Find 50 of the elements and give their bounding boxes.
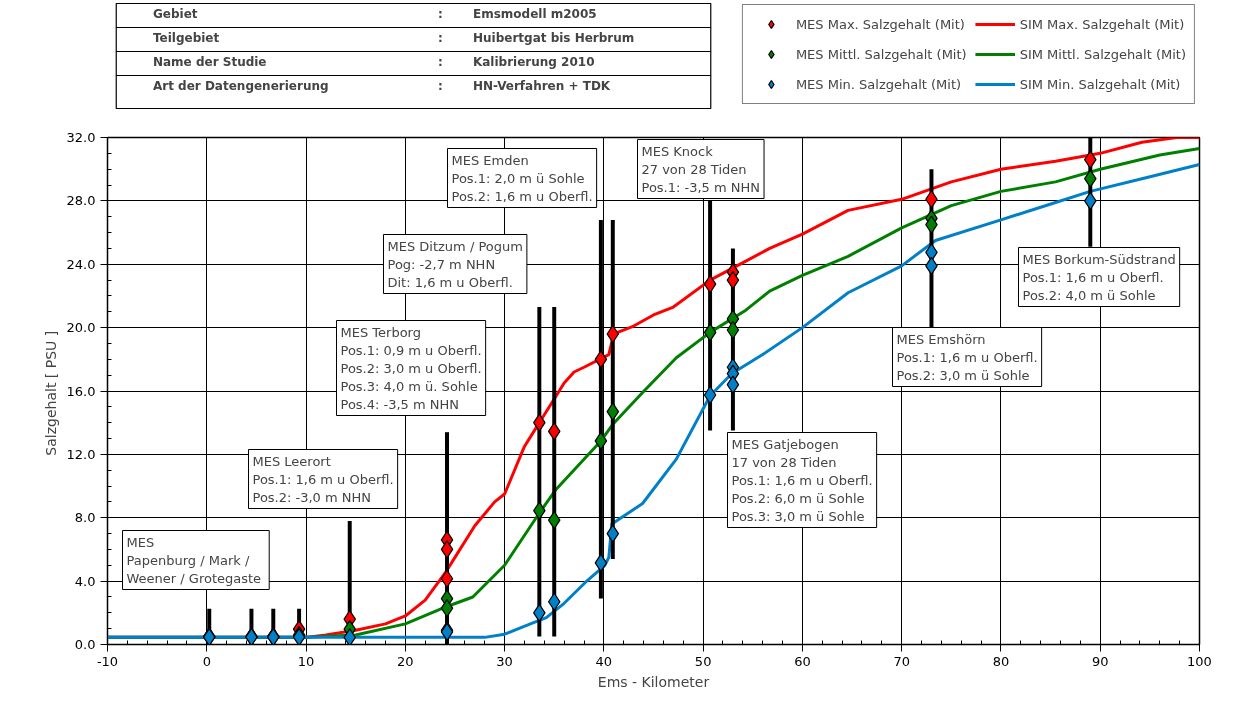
text: :	[437, 54, 443, 69]
x-tick-label: 60	[794, 653, 811, 669]
y-tick-label: 4.0	[74, 573, 96, 589]
text: :	[437, 6, 443, 21]
annotation: MES Knock 27 von 28 Tiden Pos.1: -3,5 m NHN	[641, 143, 761, 195]
legend-label: SIM Min. Salzgehalt (Mit)	[1019, 75, 1181, 94]
x-tick-label: 20	[397, 653, 414, 669]
y-axis-title: Salzgehalt [ PSU ]	[42, 330, 59, 456]
y-tick-label: 16.0	[66, 383, 96, 399]
y-tick-label: 12.0	[66, 446, 96, 462]
text: Teilgebiet	[152, 30, 220, 45]
annotation: MES Leerort Pos.1: 1,6 m u Oberfl. Pos.2: -3,0 m NHN	[252, 453, 394, 505]
text: :	[437, 30, 443, 45]
legend-label: MES Min. Salzgehalt (Mit)	[795, 75, 962, 94]
x-tick-label: 90	[1091, 653, 1109, 669]
x-tick-label: 80	[992, 653, 1010, 669]
y-tick-label: 24.0	[66, 256, 96, 272]
x-tick-label: 70	[893, 653, 910, 669]
legend-label: SIM Max. Salzgehalt (Mit)	[1019, 15, 1185, 34]
text: Huibertgat bis Herbrum	[472, 30, 635, 45]
x-tick-label: 10	[297, 653, 315, 669]
x-tick-label: 0	[202, 653, 211, 669]
y-tick-label: 20.0	[66, 320, 96, 336]
text: Name der Studie	[152, 54, 267, 69]
y-tick-label: 8.0	[74, 510, 96, 526]
y-tick-label: 0.0	[74, 637, 96, 652]
text: Art der Datengenerierung	[152, 78, 329, 93]
y-tick-label: 28.0	[66, 193, 96, 209]
annotation: MES Emshörn Pos.1: 1,6 m u Oberfl. Pos.2: 3,0 m ü Sohle	[896, 331, 1038, 383]
annotation: MES Borkum-Südstrand Pos.1: 1,6 m u Oberfl. Pos.2: 4,0 m ü Sohle	[1022, 251, 1176, 303]
x-tick-label: -10	[96, 653, 119, 669]
legend-label: MES Max. Salzgehalt (Mit)	[795, 15, 965, 34]
annotation: MES Emden Pos.1: 2,0 m ü Sohle Pos.2: 1,6 m u Oberfl.	[451, 152, 593, 204]
text: Gebiet	[152, 6, 198, 21]
x-axis-title: Ems - Kilometer	[597, 673, 710, 690]
x-tick-label: 50	[694, 653, 712, 669]
text: HN-Verfahren + TDK	[472, 78, 611, 93]
annotation: MES Ditzum / Pogum Pog: -2,7 m NHN Dit: 1,6 m u Oberfl.	[387, 238, 523, 290]
x-tick-label: 30	[496, 653, 513, 669]
annotation: MES Papenburg / Mark / Weener / Grotegaste	[126, 534, 262, 586]
y-tick-label: 32.0	[66, 130, 96, 145]
annotation: MES Gatjebogen 17 von 28 Tiden Pos.1: 1,6 m u Oberfl. Pos.2: 6,0 m ü Sohle Pos.3: 3,0 m ü Sohle	[731, 436, 873, 524]
x-tick-label: 40	[595, 653, 613, 669]
x-tick-label: 100	[1187, 653, 1212, 669]
annotation: MES Terborg Pos.1: 0,9 m u Oberfl. Pos.2: 3,0 m u Oberfl. Pos.3: 4,0 m ü. Sohle Pos.4: -3,5 m NHN	[340, 324, 482, 412]
text: Kalibrierung 2010	[472, 54, 595, 69]
text: Emsmodell m2005	[472, 6, 597, 21]
legend-label: MES Mittl. Salzgehalt (Mit)	[795, 45, 967, 64]
text: :	[437, 78, 443, 93]
legend-label: SIM Mittl. Salzgehalt (Mit)	[1019, 45, 1186, 64]
